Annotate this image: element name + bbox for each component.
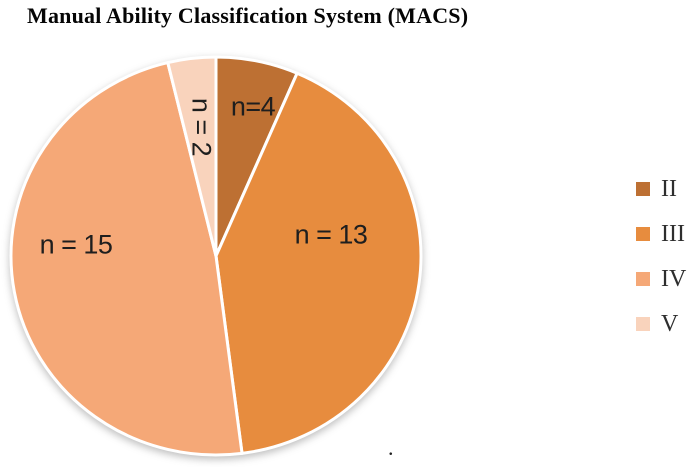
pie-slice-III <box>214 71 423 455</box>
legend-label-IV: IV <box>661 266 687 292</box>
legend-label-III: III <box>661 221 685 247</box>
slice-label-II: n=4 <box>230 91 276 122</box>
footnote-period: . <box>388 435 394 460</box>
legend-swatch-III <box>636 227 650 241</box>
legend-label-II: II <box>661 176 677 202</box>
legend-label-V: V <box>661 311 679 337</box>
legend-item-V: V <box>636 312 686 336</box>
pie-slice-IV <box>9 61 244 457</box>
legend-item-IV: IV <box>636 267 686 291</box>
slice-label-V: n = 2 <box>186 97 217 157</box>
legend-item-III: III <box>636 222 686 246</box>
legend: II III IV V <box>636 177 686 357</box>
legend-swatch-IV <box>636 272 650 286</box>
legend-swatch-V <box>636 317 650 331</box>
legend-item-II: II <box>636 177 686 201</box>
chart-title: Manual Ability Classification System (MA… <box>27 3 469 28</box>
slice-label-IV: n = 15 <box>39 229 113 260</box>
slice-label-III: n = 13 <box>294 219 368 250</box>
pie-slice-V <box>166 55 218 258</box>
legend-swatch-II <box>636 182 650 196</box>
